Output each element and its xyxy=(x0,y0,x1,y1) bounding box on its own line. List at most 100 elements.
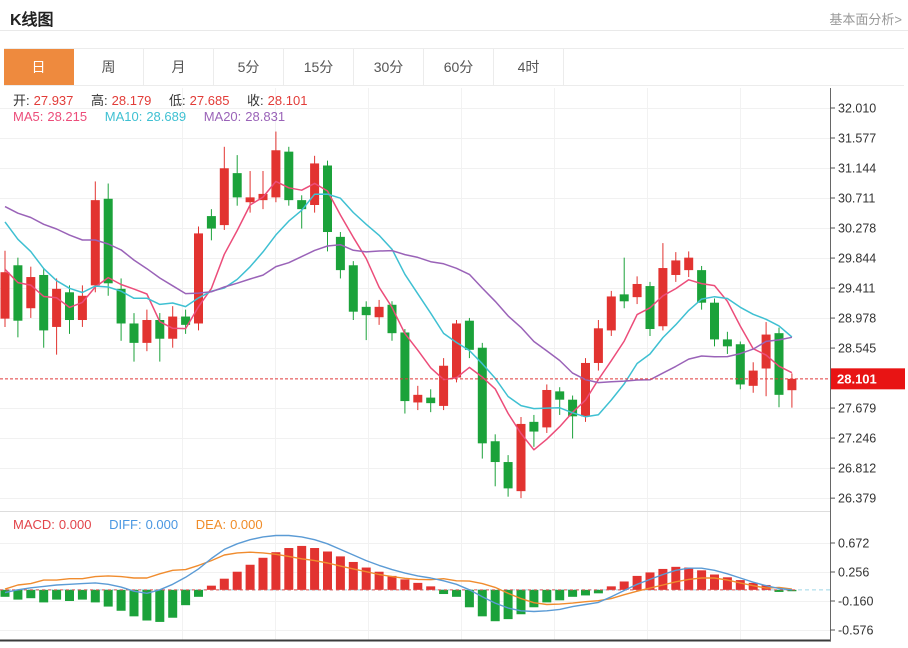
candle-body xyxy=(658,268,668,327)
close-value: 28.101 xyxy=(267,93,308,108)
macd-tick-label: -0.160 xyxy=(838,595,873,609)
macd-histogram-bar xyxy=(619,581,629,590)
macd-histogram-bar xyxy=(310,548,320,590)
last-price-label-text: 28.101 xyxy=(837,371,877,386)
dea-value: 0.000 xyxy=(230,517,263,532)
candle-body xyxy=(361,306,371,316)
candle-body xyxy=(555,391,565,400)
macd-tick-label: 0.256 xyxy=(838,566,869,580)
macd-histogram-bar xyxy=(13,589,23,600)
dea-line xyxy=(4,551,792,606)
candle-body xyxy=(323,165,332,233)
price-tick-label: 30.278 xyxy=(838,222,876,236)
macd-histogram-bar xyxy=(284,548,294,590)
ma-legend: MA5: 28.215 MA10: 28.689 MA20: 28.831 xyxy=(13,109,289,124)
macd-histogram-bar xyxy=(65,589,74,601)
ma20-value: 28.831 xyxy=(245,109,286,124)
macd-histogram-bar xyxy=(245,564,255,590)
macd-tick-label: -0.576 xyxy=(838,624,873,638)
ohlc-legend: 开: 27.937 高: 28.179 低: 27.685 收: 28.101 xyxy=(13,90,311,109)
price-tick-label: 31.144 xyxy=(838,162,876,176)
ma10-label: MA10: xyxy=(104,109,143,124)
candle-body xyxy=(297,200,307,210)
high-value: 28.179 xyxy=(111,93,152,108)
candle-body xyxy=(65,292,74,321)
candle-body xyxy=(439,365,449,406)
tab-5min[interactable]: 5分 xyxy=(214,49,284,85)
page-title: K线图 xyxy=(10,12,54,29)
candle-body xyxy=(697,270,707,303)
macd-histogram-bar xyxy=(439,589,449,595)
low-label: 低: xyxy=(169,93,186,108)
candle-body xyxy=(735,344,745,385)
tab-week[interactable]: 周 xyxy=(74,49,144,85)
macd-histogram-bar xyxy=(516,589,526,615)
candle-body xyxy=(374,306,384,318)
candle-body xyxy=(206,216,216,229)
macd-histogram-bar xyxy=(155,589,165,622)
ma5-label: MA5: xyxy=(13,109,44,124)
macd-histogram-bar xyxy=(348,561,358,590)
macd-histogram-bar xyxy=(335,556,345,590)
candle-body xyxy=(581,362,590,417)
macd-histogram-bar xyxy=(452,589,461,597)
macd-histogram-bar xyxy=(503,589,513,620)
tab-30min[interactable]: 30分 xyxy=(354,49,424,85)
price-tick-label: 28.545 xyxy=(838,342,876,356)
candle-body xyxy=(194,233,203,324)
macd-histogram-bar xyxy=(168,589,178,618)
macd-histogram-bar xyxy=(232,571,242,590)
tab-15min[interactable]: 15分 xyxy=(284,49,354,85)
price-tick-label: 30.711 xyxy=(838,192,875,206)
ma20-line xyxy=(4,205,793,384)
candle-body xyxy=(400,332,410,402)
candle-body xyxy=(116,288,126,324)
candle-body xyxy=(219,168,229,226)
candle-body xyxy=(568,399,578,417)
price-tick-label: 29.411 xyxy=(838,282,875,296)
candle-body xyxy=(26,277,36,309)
diff-label: DIFF: xyxy=(109,517,142,532)
macd-histogram-bar xyxy=(581,589,590,596)
macd-histogram-bar xyxy=(39,589,49,603)
candle-body xyxy=(13,265,23,321)
price-tick-label: 29.844 xyxy=(838,252,876,266)
candle-body xyxy=(245,197,255,203)
candle-body xyxy=(426,397,436,404)
macd-histogram-bar xyxy=(555,589,565,601)
macd-histogram-bar xyxy=(606,586,616,590)
tab-60min[interactable]: 60分 xyxy=(424,49,494,85)
macd-histogram-bar xyxy=(26,589,36,599)
tab-4hour[interactable]: 4时 xyxy=(494,49,564,85)
macd-histogram-bar xyxy=(568,589,578,597)
candle-body xyxy=(503,462,513,489)
macd-histogram-bar xyxy=(374,571,384,590)
macd-histogram-bar xyxy=(271,552,281,590)
timeframe-tabs: 日 周 月 5分 15分 30分 60分 4时 xyxy=(4,48,904,86)
candle-body xyxy=(671,260,681,275)
dea-label: DEA: xyxy=(195,517,227,532)
fundamental-analysis-link[interactable]: 基本面分析> xyxy=(829,12,902,27)
candle-body xyxy=(0,272,10,319)
candle-body xyxy=(39,274,49,331)
candle-body xyxy=(593,328,603,363)
candle-body xyxy=(529,421,539,432)
candle-body xyxy=(722,339,732,347)
tab-strip-filler xyxy=(564,49,904,85)
macd-histogram-bar xyxy=(787,589,797,592)
candle-body xyxy=(52,288,62,327)
open-label: 开: xyxy=(13,93,30,108)
macd-histogram-bar xyxy=(413,582,423,590)
candle-body xyxy=(77,295,87,321)
tab-month[interactable]: 月 xyxy=(144,49,214,85)
candle-body xyxy=(787,378,797,391)
candle-body xyxy=(155,320,165,339)
macd-histogram-bar xyxy=(90,589,100,603)
diff-value: 0.000 xyxy=(145,517,179,532)
tab-day[interactable]: 日 xyxy=(4,49,74,85)
candle-body xyxy=(181,316,191,325)
candle-body xyxy=(619,294,629,302)
price-tick-label: 26.379 xyxy=(838,492,876,506)
